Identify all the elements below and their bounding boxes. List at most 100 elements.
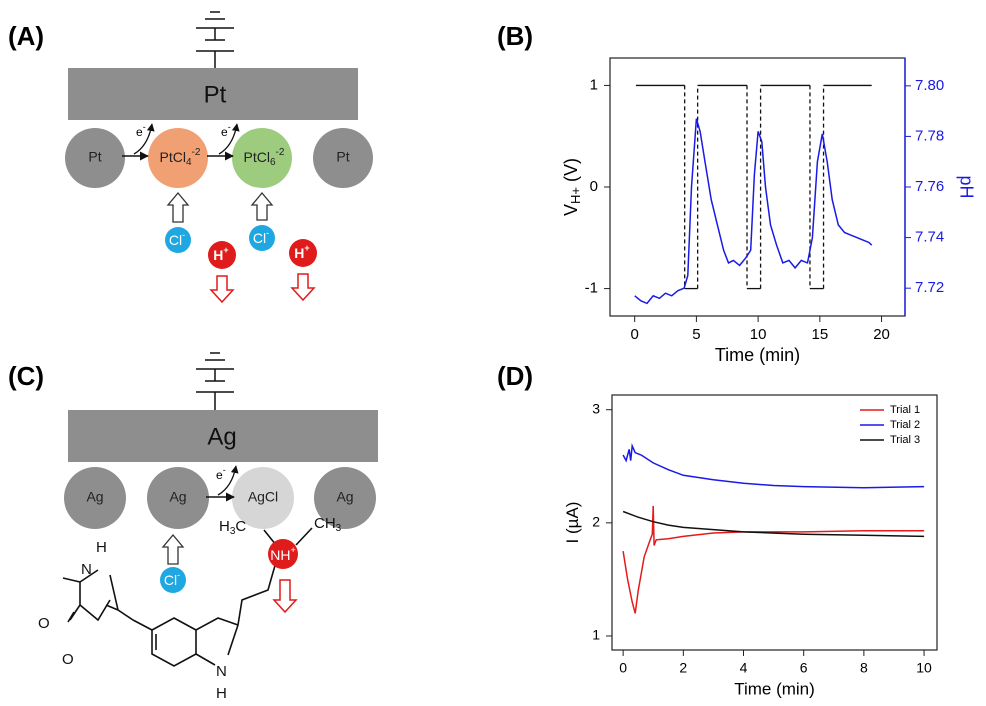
y-tick-label: 1 <box>590 76 598 93</box>
electron-label: e- <box>216 465 226 482</box>
particle <box>313 128 373 188</box>
x-tick-label: 5 <box>692 326 700 343</box>
ion <box>208 241 236 269</box>
uptake-arrow <box>250 191 274 221</box>
particle-label: Pt <box>88 149 101 165</box>
electrode <box>68 68 358 120</box>
y2-tick-label: 7.78 <box>915 127 944 144</box>
y2-tick-label: 7.72 <box>915 279 944 296</box>
x-tick-label: 20 <box>873 326 890 343</box>
ion-label: H+ <box>213 245 228 262</box>
particle-label: Ag <box>86 489 103 505</box>
atom-label: H <box>216 685 227 702</box>
panel-label: (D) <box>497 361 533 391</box>
electrode-label: Ag <box>207 423 236 450</box>
particle <box>232 467 294 529</box>
particle-label: Ag <box>169 489 186 505</box>
x-tick-label: 8 <box>860 660 868 676</box>
x-axis-label: Time (min) <box>715 345 800 365</box>
y-axis-label-main: V <box>561 204 581 216</box>
y-axis-label: I (µA) <box>563 502 582 544</box>
electron-arrow <box>133 123 155 155</box>
particle <box>314 467 376 529</box>
legend-label: Trial 2 <box>890 419 920 431</box>
x-axis-label: Time (min) <box>734 679 815 698</box>
ion-label: H+ <box>294 243 309 260</box>
ion <box>165 227 191 253</box>
particle-label: AgCl <box>248 489 278 505</box>
battery-symbol <box>196 11 234 68</box>
x-tick-label: 6 <box>800 660 808 676</box>
series-line <box>622 505 925 614</box>
atom-label: H3C <box>219 518 246 537</box>
atom-label: CH3 <box>314 515 342 534</box>
particle <box>148 128 208 188</box>
electrode <box>68 410 378 462</box>
complex-label: PtCl6-2 <box>244 147 285 168</box>
release-arrow <box>290 273 316 302</box>
ion <box>289 239 317 267</box>
ion-label: Cl- <box>169 230 185 247</box>
atom-label: NH+ <box>270 545 296 562</box>
uptake-arrow <box>166 191 190 223</box>
y-tick-label: 3 <box>592 400 600 416</box>
plot-frame <box>609 57 906 317</box>
electrode-label: Pt <box>204 81 227 108</box>
y-tick-label: -1 <box>585 280 598 297</box>
x-tick-label: 10 <box>750 326 767 343</box>
molecule <box>62 527 313 667</box>
x-tick-label: 0 <box>631 326 639 343</box>
electron-arrow <box>218 123 240 155</box>
atom-label: O <box>62 651 74 668</box>
series-line <box>622 443 925 489</box>
y-tick-label: 1 <box>592 627 600 643</box>
y2-tick-label: 7.80 <box>915 77 944 94</box>
series-line <box>622 510 925 538</box>
y-axis-label: VH+ (V) <box>561 158 584 216</box>
y-axis-label-main: I (µA) <box>563 502 582 544</box>
atom-label: N <box>216 663 227 680</box>
ion-label: Cl- <box>164 570 180 587</box>
y2-axis-label: pH <box>956 175 976 198</box>
particle <box>64 467 126 529</box>
panel-c: (C) Ag Ag Ag AgCl Ag e- Cl- H3C NH+ CH3 … <box>8 352 378 702</box>
ion <box>160 567 186 593</box>
x-tick-label: 4 <box>740 660 748 676</box>
x-tick-label: 0 <box>619 660 627 676</box>
atom-label: H <box>96 539 107 556</box>
release-arrow <box>209 275 235 304</box>
particle-label: Ag <box>336 489 353 505</box>
panel-label: (B) <box>497 21 533 51</box>
panel-label: (C) <box>8 361 44 391</box>
legend-label: Trial 3 <box>890 434 920 446</box>
atom-label: N <box>81 561 92 578</box>
y-tick-label: 0 <box>590 178 598 195</box>
panel-label: (A) <box>8 21 44 51</box>
particle <box>147 467 209 529</box>
particle <box>232 128 292 188</box>
electron-label: e- <box>221 122 231 139</box>
particle <box>65 128 125 188</box>
series-line <box>634 118 873 305</box>
x-tick-label: 15 <box>811 326 828 343</box>
atom-label: O <box>38 615 50 632</box>
y-axis-label-unit: (V) <box>561 158 581 182</box>
x-tick-label: 2 <box>679 660 687 676</box>
x-tick-label: 10 <box>916 660 932 676</box>
complex-label: PtCl4-2 <box>160 147 201 168</box>
legend-label: Trial 1 <box>890 404 920 416</box>
electron-label: e- <box>136 122 146 139</box>
y-tick-label: 2 <box>592 514 600 530</box>
plot-frame <box>611 394 938 651</box>
panel-a: (A) Pt Pt Pt PtCl4-2 PtCl6-2 e- e- Cl- C… <box>8 11 373 304</box>
y-axis-label-sub: H+ <box>568 187 583 204</box>
uptake-arrow <box>161 533 185 565</box>
particle-label: Pt <box>336 149 349 165</box>
electron-arrow <box>217 465 239 496</box>
y2-tick-label: 7.74 <box>915 229 944 246</box>
ion <box>249 225 275 251</box>
y2-tick-label: 7.76 <box>915 178 944 195</box>
battery-symbol <box>196 352 234 410</box>
ion-label: Cl- <box>253 228 269 245</box>
